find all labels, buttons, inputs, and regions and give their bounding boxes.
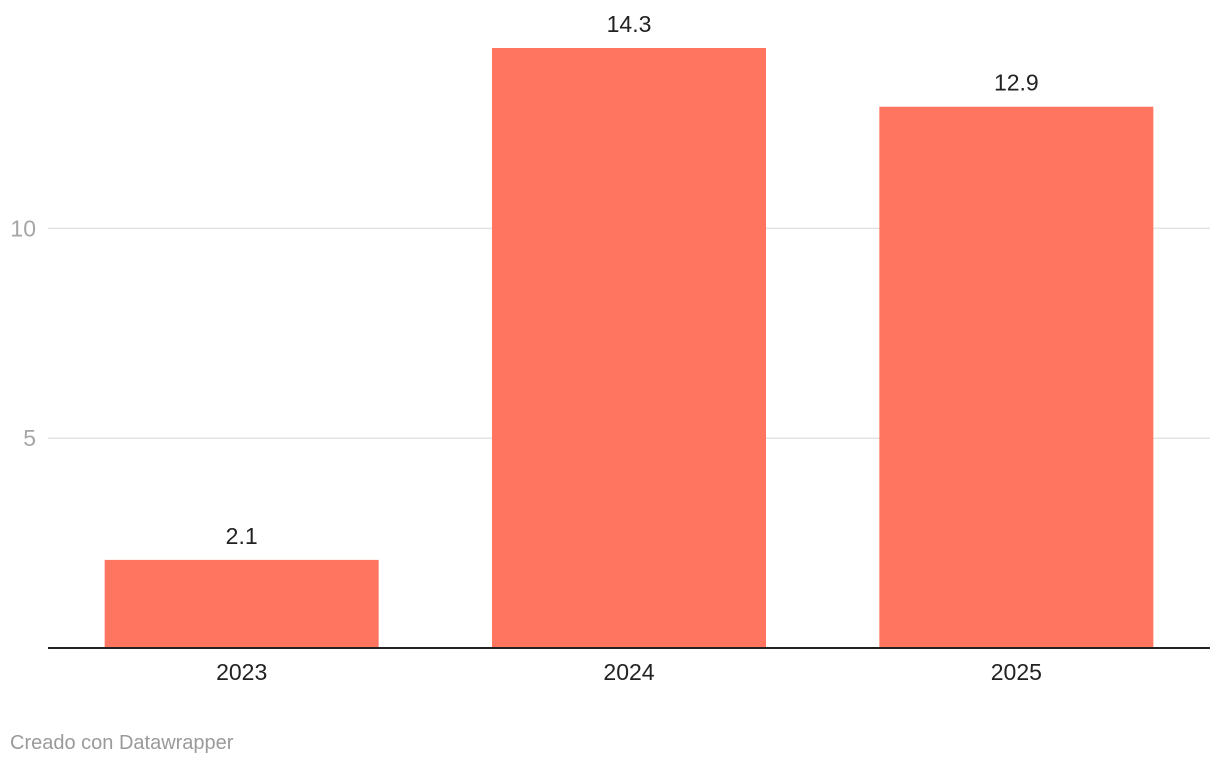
x-category-label-2023: 2023 xyxy=(216,659,267,685)
value-label-2025: 12.9 xyxy=(994,70,1039,96)
bar-layer xyxy=(104,48,1154,648)
x-category-label-2025: 2025 xyxy=(991,659,1042,685)
bar-2025 xyxy=(879,106,1154,648)
bar-2024 xyxy=(492,48,766,648)
bar-2023 xyxy=(104,559,379,648)
value-label-2024: 14.3 xyxy=(607,11,652,37)
x-category-label-2024: 2024 xyxy=(603,659,654,685)
y-tick-label: 5 xyxy=(23,425,36,451)
y-tick-label: 10 xyxy=(10,215,36,241)
credit-text: Creado con Datawrapper xyxy=(10,732,234,754)
value-label-2023: 2.1 xyxy=(226,523,258,549)
label-layer: 5 10 2.1 2023 14.3 2024 12.9 2025 xyxy=(10,11,1042,685)
